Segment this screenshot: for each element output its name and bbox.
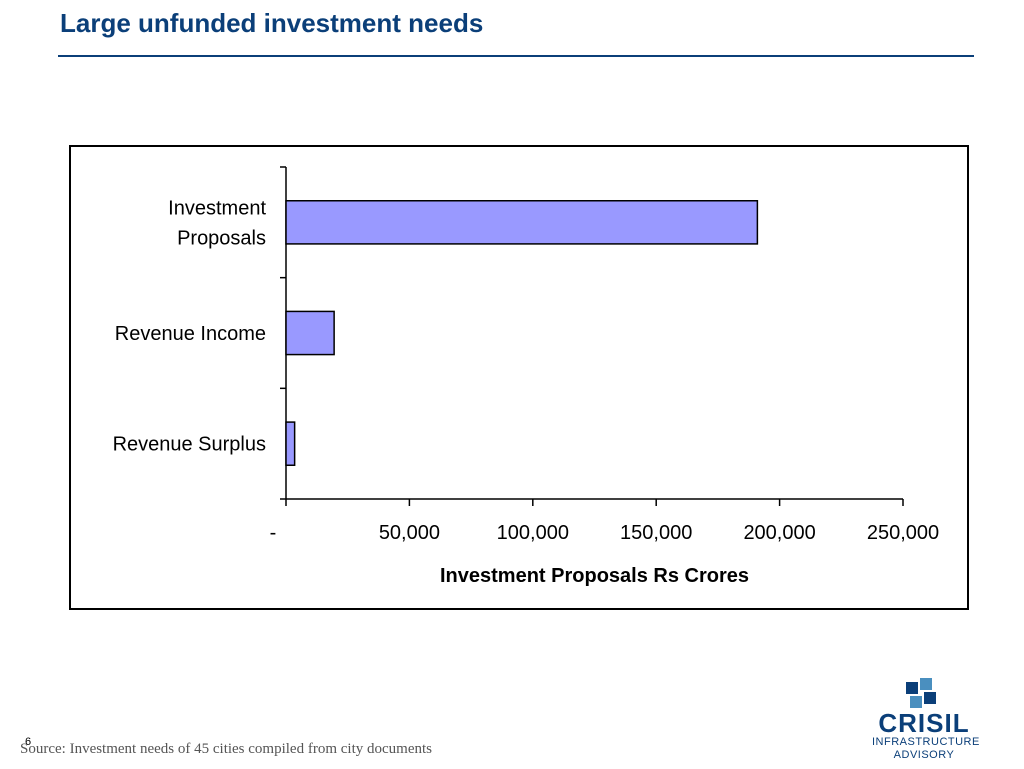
bar [285, 200, 759, 245]
chart-frame: Investment Proposals Revenue Income Revenue… [69, 145, 969, 610]
crisil-logo-icon: CRISIL [878, 678, 969, 738]
x-tick-label: 100,000 [497, 522, 569, 544]
x-tick-label: - [270, 522, 277, 544]
x-tick-label: 150,000 [620, 522, 692, 544]
logo-line-advisory: ADVISORY [893, 749, 955, 761]
title-divider [58, 55, 974, 57]
slide-title: Large unfunded investment needs [60, 8, 484, 38]
page-number: 6 [25, 736, 32, 748]
x-axis-title: Investment Proposals Rs Crores [440, 565, 749, 587]
bar [285, 310, 335, 356]
category-label: Proposals [177, 227, 266, 249]
crisil-logo: CRISIL INFRASTRUCTURE ADVISORY [872, 676, 980, 764]
bar [285, 421, 296, 466]
source-note: Source: Investment needs of 45 cities co… [20, 741, 432, 757]
category-label: Revenue Surplus [113, 434, 266, 456]
category-label: Revenue Income [115, 323, 266, 345]
x-tick-label: 200,000 [743, 522, 815, 544]
x-tick-label: 50,000 [379, 522, 440, 544]
x-tick-label: 250,000 [867, 522, 939, 544]
logo-wordmark: CRISIL [878, 708, 969, 738]
bar-chart: Investment Proposals Revenue Income Revenue… [113, 166, 939, 587]
category-label: Investment [168, 197, 266, 219]
logo-line-infrastructure: INFRASTRUCTURE [872, 736, 980, 748]
